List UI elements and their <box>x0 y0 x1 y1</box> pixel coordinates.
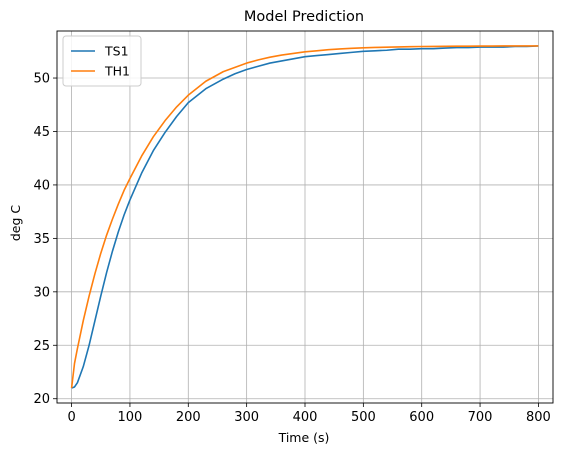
series-line-th1 <box>70 45 539 389</box>
grid <box>57 31 553 403</box>
y-axis-ticks: 20 25 30 35 40 45 50 <box>33 72 57 407</box>
chart-title: Model Prediction <box>244 9 364 25</box>
x-tick-label: 700 <box>468 410 493 425</box>
x-tick-label: 300 <box>234 410 259 425</box>
y-tick-label: 20 <box>33 392 50 407</box>
y-tick-label: 35 <box>33 232 50 247</box>
y-tick-label: 45 <box>33 125 50 140</box>
series-lines <box>70 45 539 389</box>
legend-label: TS1 <box>104 44 129 59</box>
y-tick-label: 40 <box>33 178 50 193</box>
legend-box <box>62 35 142 87</box>
x-tick-label: 100 <box>118 410 143 425</box>
y-tick-label: 25 <box>33 339 50 354</box>
y-tick-label: 50 <box>33 72 50 87</box>
x-axis-label: Time (s) <box>278 430 330 445</box>
x-tick-label: 200 <box>176 410 201 425</box>
legend-label: TH1 <box>104 64 130 79</box>
series-line-ts1 <box>71 45 539 389</box>
x-tick-label: 0 <box>67 410 75 425</box>
x-tick-label: 600 <box>409 410 434 425</box>
x-axis-ticks: 0 100 200 300 400 500 600 700 800 <box>67 403 551 425</box>
y-axis-label: deg C <box>8 205 23 242</box>
x-tick-label: 500 <box>351 410 376 425</box>
x-tick-label: 400 <box>293 410 318 425</box>
y-tick-label: 30 <box>33 285 50 300</box>
x-tick-label: 800 <box>526 410 551 425</box>
